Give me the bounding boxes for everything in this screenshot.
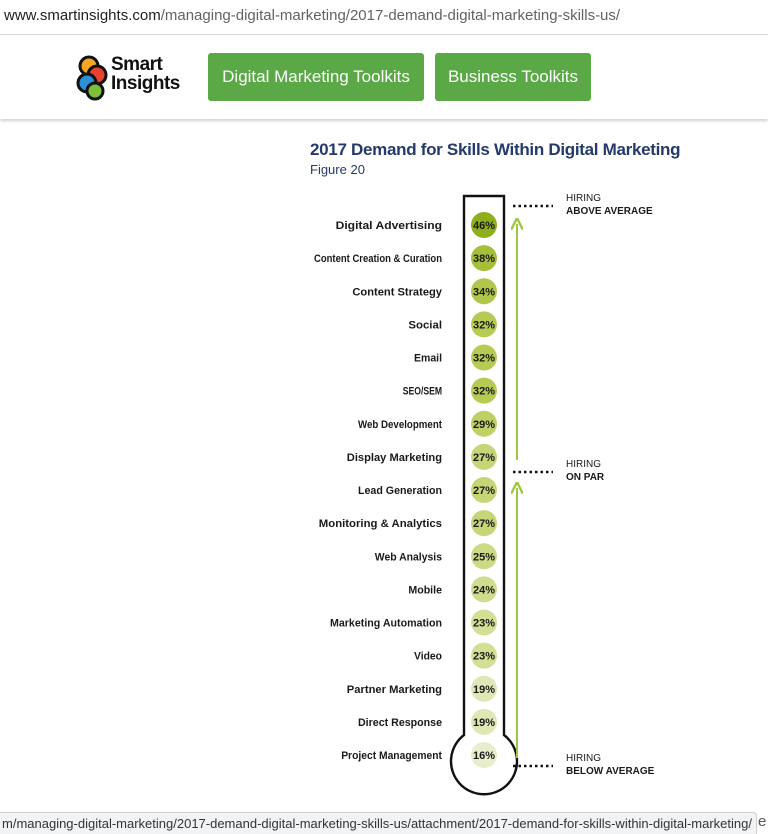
category-label: Digital Advertising	[336, 220, 442, 232]
value-label: 27%	[473, 485, 495, 497]
value-bubble	[471, 675, 497, 702]
site-header: Smart Insights Digital Marketing Toolkits…	[0, 35, 768, 119]
digital-marketing-toolkits-button[interactable]: Digital Marketing Toolkits	[208, 53, 424, 101]
annotation-label-line2: BELOW AVERAGE	[566, 766, 655, 777]
value-label: 23%	[473, 651, 495, 663]
value-label: 38%	[473, 253, 495, 265]
value-bubble	[471, 543, 497, 570]
category-label: Partner Marketing	[347, 684, 442, 696]
annotation-label-line1: HIRING	[566, 459, 601, 470]
category-label: Lead Generation	[358, 485, 442, 497]
annotation-label-line2: ABOVE AVERAGE	[566, 206, 653, 217]
logo-line-2: Insights	[111, 73, 180, 94]
status-url: m/managing-digital-marketing/2017-demand…	[2, 816, 752, 831]
value-label: 24%	[473, 584, 495, 596]
address-bar[interactable]: www.smartinsights.com/managing-digital-m…	[0, 0, 768, 35]
category-label: Web Analysis	[375, 551, 442, 563]
value-bubble	[471, 344, 497, 371]
url-path: /managing-digital-marketing/2017-demand-…	[160, 7, 621, 24]
url-domain: www.smartinsights.com	[4, 7, 161, 24]
value-bubble	[471, 311, 497, 338]
category-label: Web Development	[358, 419, 442, 431]
value-bubble	[471, 212, 497, 238]
value-bubble	[471, 377, 497, 404]
smart-insights-logo[interactable]: Smart Insights	[74, 53, 184, 103]
category-label: Display Marketing	[347, 452, 442, 464]
value-bubble	[471, 708, 497, 735]
value-label: 27%	[473, 452, 495, 464]
value-bubble	[471, 609, 497, 636]
chart-subtitle: Figure 20	[310, 162, 365, 177]
category-label: Direct Response	[358, 717, 442, 729]
page-edge-text: e	[758, 813, 767, 830]
logo-mark-icon	[76, 55, 108, 101]
value-bubble	[471, 443, 497, 470]
value-label: 32%	[473, 353, 495, 365]
value-label: 29%	[473, 419, 495, 431]
category-label: Marketing Automation	[330, 618, 442, 630]
value-label: 19%	[473, 684, 495, 696]
value-bubble	[471, 278, 497, 305]
value-label: 32%	[473, 386, 495, 398]
value-bubble	[471, 742, 497, 768]
category-label: Project Management	[341, 750, 442, 762]
category-label: Content Strategy	[352, 286, 442, 298]
value-bubble	[471, 245, 497, 272]
chart-title: 2017 Demand for Skills Within Digital Ma…	[310, 140, 681, 159]
value-label: 19%	[473, 717, 495, 729]
category-label: Video	[414, 651, 442, 663]
category-label: Monitoring & Analytics	[319, 518, 442, 530]
category-label: SEO/SEM	[403, 386, 442, 398]
value-label: 23%	[473, 618, 495, 630]
logo-line-1: Smart	[111, 54, 163, 75]
value-bubble	[471, 510, 497, 537]
url-text[interactable]: www.smartinsights.com/managing-digital-m…	[4, 7, 620, 24]
value-label: 16%	[473, 750, 495, 762]
category-label: Content Creation & Curation	[314, 253, 442, 265]
category-label: Social	[408, 319, 442, 331]
annotation-label-line1: HIRING	[566, 193, 601, 204]
value-label: 32%	[473, 319, 495, 331]
category-label: Email	[414, 353, 442, 365]
business-toolkits-button[interactable]: Business Toolkits	[435, 53, 591, 101]
value-label: 27%	[473, 518, 495, 530]
annotation-label-line1: HIRING	[566, 753, 601, 764]
value-bubble	[471, 642, 497, 669]
value-label: 46%	[473, 220, 495, 232]
annotation-label-line2: ON PAR	[566, 472, 605, 483]
status-bar: m/managing-digital-marketing/2017-demand…	[0, 812, 757, 834]
value-bubble	[471, 576, 497, 603]
value-bubble	[471, 410, 497, 437]
thermometer-chart: Digital Advertising 46% Content Creation &…	[314, 193, 655, 796]
value-label: 25%	[473, 551, 495, 563]
category-label: Mobile	[408, 584, 442, 596]
value-label: 34%	[473, 286, 495, 298]
value-bubble	[471, 477, 497, 503]
